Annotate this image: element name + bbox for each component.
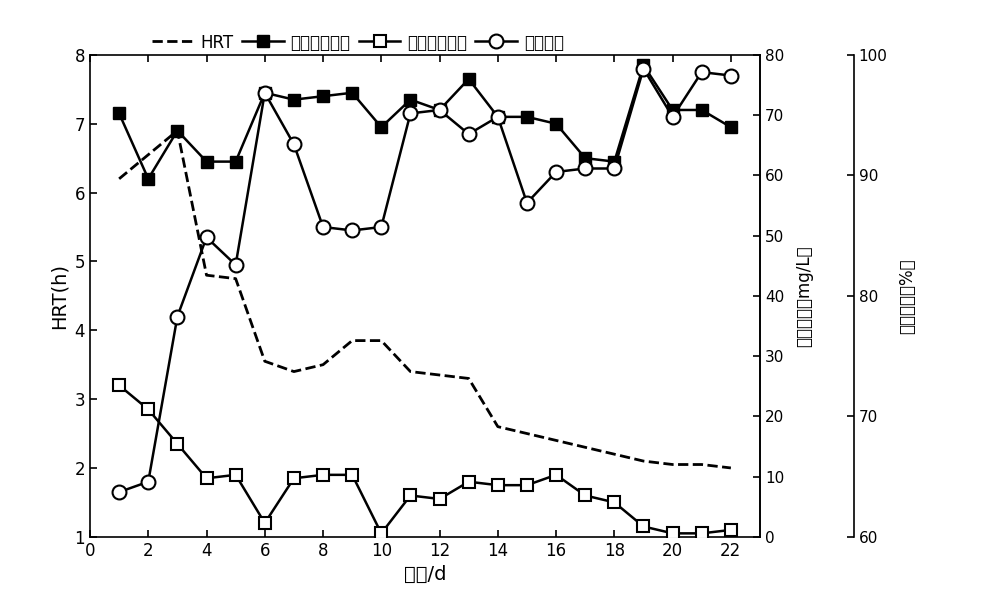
HRT xyxy=(375,337,387,344)
出水氨氮浓度 xyxy=(288,475,300,482)
Line: 氨氧化率: 氨氧化率 xyxy=(112,62,738,499)
HRT xyxy=(579,443,591,451)
进水氨氮浓度 xyxy=(667,106,679,113)
Y-axis label: 氨氧化率（%）: 氨氧化率（%） xyxy=(899,258,917,334)
出水氨氮浓度 xyxy=(375,529,387,537)
氨氧化率 xyxy=(201,234,213,241)
HRT xyxy=(521,430,533,437)
HRT xyxy=(434,371,446,379)
HRT xyxy=(201,271,213,279)
进水氨氮浓度 xyxy=(171,127,183,134)
氨氧化率 xyxy=(725,72,737,79)
出水氨氮浓度 xyxy=(521,481,533,489)
进水氨氮浓度 xyxy=(317,93,329,100)
进水氨氮浓度 xyxy=(521,113,533,121)
进水氨氮浓度 xyxy=(259,89,271,96)
氨氧化率 xyxy=(667,113,679,121)
氨氧化率 xyxy=(637,65,649,73)
出水氨氮浓度 xyxy=(608,499,620,506)
氨氧化率 xyxy=(579,165,591,172)
Y-axis label: 氨氮浓度（mg/L）: 氨氮浓度（mg/L） xyxy=(795,245,813,346)
氨氧化率 xyxy=(463,131,475,138)
进水氨氮浓度 xyxy=(550,120,562,127)
出水氨氮浓度 xyxy=(637,523,649,530)
氨氧化率 xyxy=(375,223,387,231)
氨氧化率 xyxy=(434,106,446,113)
HRT xyxy=(404,368,416,375)
出水氨氮浓度 xyxy=(434,495,446,503)
进水氨氮浓度 xyxy=(463,76,475,83)
出水氨氮浓度 xyxy=(550,471,562,478)
HRT xyxy=(463,375,475,382)
进水氨氮浓度 xyxy=(288,96,300,103)
出水氨氮浓度 xyxy=(346,471,358,478)
进水氨氮浓度 xyxy=(113,110,125,117)
氨氧化率 xyxy=(142,478,154,486)
进水氨氮浓度 xyxy=(230,158,242,165)
HRT xyxy=(317,361,329,368)
HRT xyxy=(230,275,242,282)
HRT xyxy=(608,451,620,458)
HRT xyxy=(550,437,562,444)
氨氧化率 xyxy=(521,199,533,207)
进水氨氮浓度 xyxy=(696,106,708,113)
氨氧化率 xyxy=(230,261,242,268)
氨氧化率 xyxy=(550,168,562,176)
出水氨氮浓度 xyxy=(725,526,737,534)
氨氧化率 xyxy=(608,165,620,172)
进水氨氮浓度 xyxy=(201,158,213,165)
HRT xyxy=(171,127,183,134)
Line: 进水氨氮浓度: 进水氨氮浓度 xyxy=(113,59,737,185)
HRT xyxy=(113,175,125,182)
氨氧化率 xyxy=(404,110,416,117)
氨氧化率 xyxy=(171,313,183,320)
进水氨氮浓度 xyxy=(375,123,387,131)
Legend: HRT, 进水氨氮浓度, 出水氨氮浓度, 氨氧化率: HRT, 进水氨氮浓度, 出水氨氮浓度, 氨氧化率 xyxy=(146,27,570,59)
进水氨氮浓度 xyxy=(142,175,154,182)
HRT xyxy=(346,337,358,344)
氨氧化率 xyxy=(346,227,358,234)
进水氨氮浓度 xyxy=(725,123,737,131)
氨氧化率 xyxy=(288,141,300,148)
Line: 出水氨氮浓度: 出水氨氮浓度 xyxy=(113,379,737,540)
出水氨氮浓度 xyxy=(142,406,154,413)
氨氧化率 xyxy=(492,113,504,121)
HRT xyxy=(492,423,504,430)
HRT xyxy=(637,458,649,465)
Line: HRT: HRT xyxy=(119,131,731,468)
氨氧化率 xyxy=(317,223,329,231)
氨氧化率 xyxy=(113,489,125,496)
Y-axis label: HRT(h): HRT(h) xyxy=(50,263,69,329)
进水氨氮浓度 xyxy=(346,89,358,96)
HRT xyxy=(696,461,708,468)
HRT xyxy=(259,357,271,365)
进水氨氮浓度 xyxy=(404,96,416,103)
氨氧化率 xyxy=(259,89,271,96)
HRT xyxy=(667,461,679,468)
X-axis label: 时间/d: 时间/d xyxy=(404,565,446,584)
进水氨氮浓度 xyxy=(637,62,649,69)
出水氨氮浓度 xyxy=(463,478,475,486)
HRT xyxy=(142,151,154,159)
出水氨氮浓度 xyxy=(404,492,416,499)
出水氨氮浓度 xyxy=(201,475,213,482)
HRT xyxy=(725,464,737,472)
出水氨氮浓度 xyxy=(259,519,271,526)
进水氨氮浓度 xyxy=(608,158,620,165)
出水氨氮浓度 xyxy=(230,471,242,478)
出水氨氮浓度 xyxy=(492,481,504,489)
出水氨氮浓度 xyxy=(667,529,679,537)
HRT xyxy=(288,368,300,375)
进水氨氮浓度 xyxy=(492,113,504,121)
进水氨氮浓度 xyxy=(579,154,591,162)
出水氨氮浓度 xyxy=(113,382,125,389)
出水氨氮浓度 xyxy=(317,471,329,478)
氨氧化率 xyxy=(696,68,708,76)
出水氨氮浓度 xyxy=(696,529,708,537)
出水氨氮浓度 xyxy=(579,492,591,499)
进水氨氮浓度 xyxy=(434,106,446,113)
出水氨氮浓度 xyxy=(171,440,183,448)
